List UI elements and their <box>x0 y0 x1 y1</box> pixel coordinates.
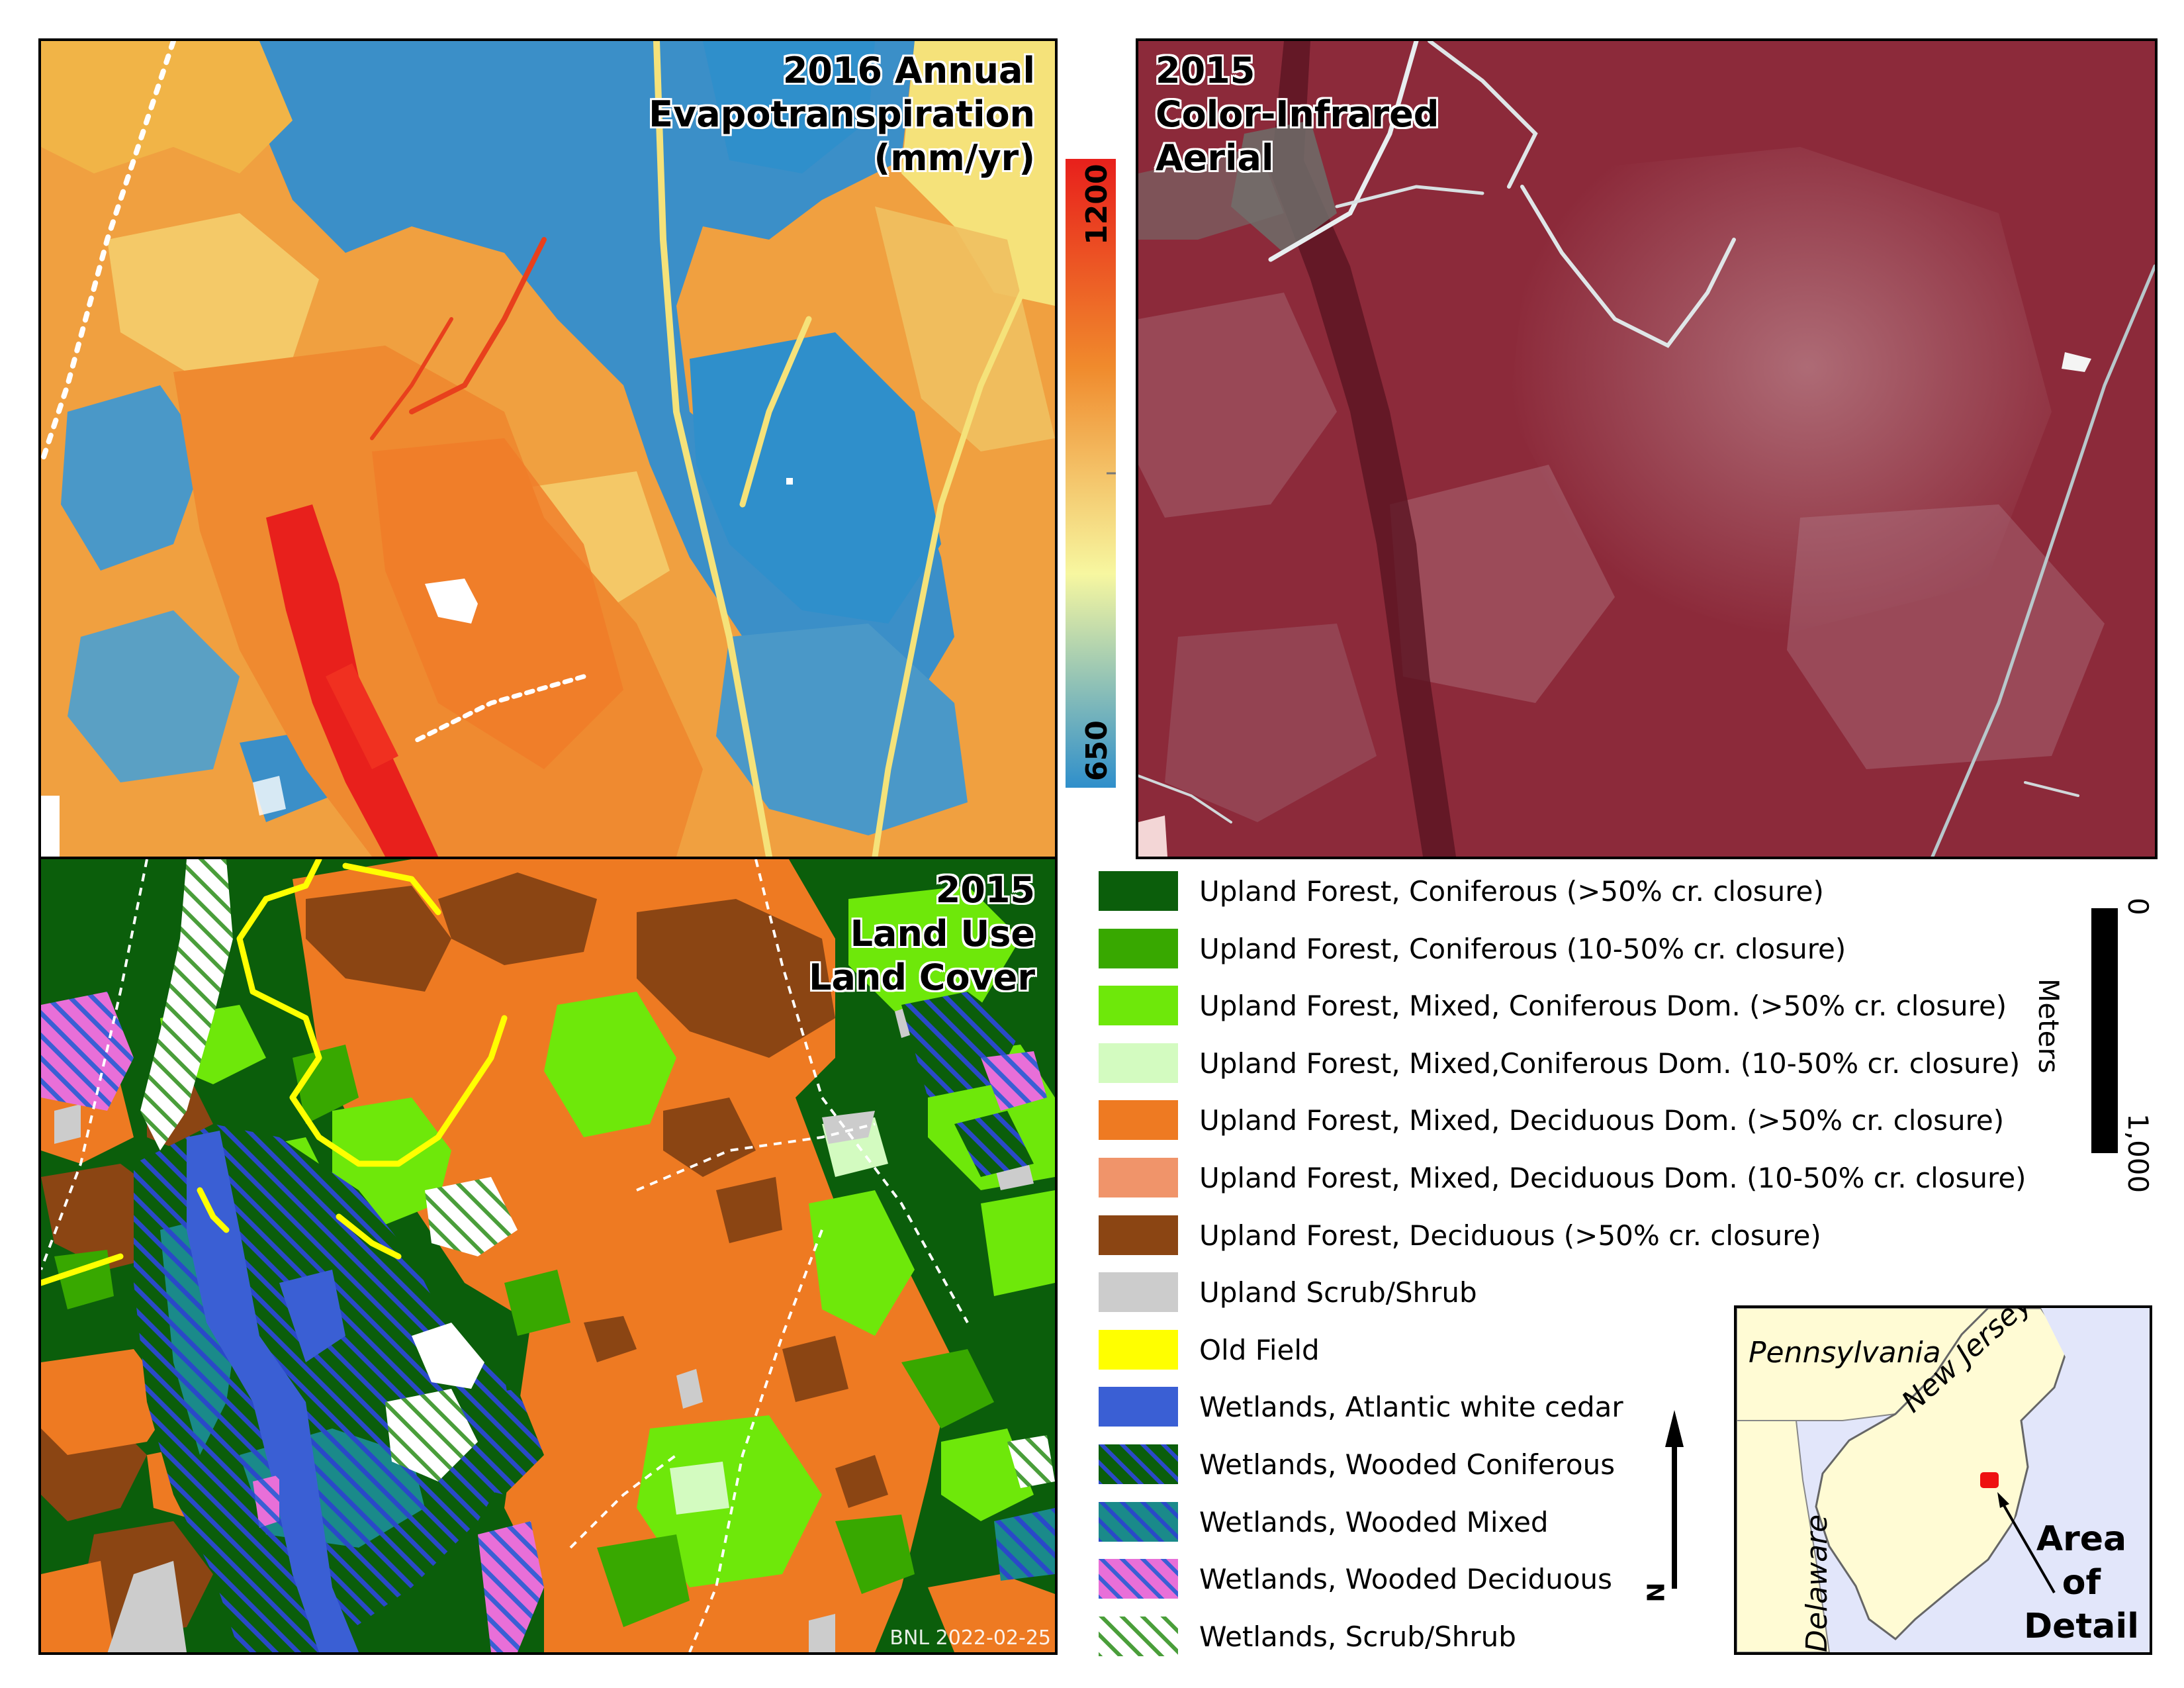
scale-bar-start-label: 0 <box>2122 898 2154 915</box>
et-map-panel: 2016 Annual Evapotranspiration (mm/yr) <box>38 38 1058 859</box>
colorbar-max-label: 1200 <box>1080 164 1114 245</box>
legend-label: Upland Forest, Coniferous (10-50% cr. cl… <box>1199 932 1846 965</box>
inset-callout: Area of Detail <box>2023 1519 2139 1646</box>
map-credit: BNL 2022-02-25 <box>889 1626 1051 1650</box>
legend-swatch <box>1099 928 1178 968</box>
legend-swatch <box>1099 1501 1178 1542</box>
legend-label: Upland Forest, Mixed, Deciduous Dom. (>5… <box>1199 1104 2005 1137</box>
legend-label: Wetlands, Wooded Mixed <box>1199 1505 1549 1538</box>
legend-label: Upland Forest, Deciduous (>50% cr. closu… <box>1199 1219 1821 1252</box>
legend-swatch <box>1099 1272 1178 1313</box>
legend-swatch <box>1099 1616 1178 1656</box>
lulc-panel-title: 2015 Land Use Land Cover <box>809 869 1035 998</box>
legend-label: Old Field <box>1199 1333 1320 1366</box>
inset-label-delaware: Delaware <box>1800 1514 1834 1652</box>
legend-label: Wetlands, Scrub/Shrub <box>1199 1620 1516 1653</box>
legend-label: Upland Forest, Mixed, Deciduous Dom. (10… <box>1199 1162 2026 1194</box>
legend-swatch <box>1099 1329 1178 1370</box>
legend-label: Upland Forest, Mixed, Coniferous Dom. (>… <box>1199 990 2007 1023</box>
lulc-map <box>41 859 1055 1652</box>
legend-label: Wetlands, Atlantic white cedar <box>1199 1391 1623 1424</box>
scale-bar-unit-label: Meters <box>2032 978 2065 1074</box>
legend-swatch <box>1099 1559 1178 1599</box>
north-arrow-label: N <box>1643 1582 1670 1603</box>
legend-swatch <box>1099 1100 1178 1141</box>
inset-label-pennsylvania: Pennsylvania <box>1749 1336 1941 1370</box>
legend-label: Wetlands, Wooded Coniferous <box>1199 1448 1615 1481</box>
scale-bar-end-label: 1,000 <box>2122 1113 2154 1194</box>
cir-panel-title: 2015 Color-Infrared Aerial <box>1156 50 1439 179</box>
inset-map-svg <box>1737 1308 2150 1652</box>
legend-swatch <box>1099 1387 1178 1427</box>
lulc-map-panel: 2015 Land Use Land Cover BNL 2022-02-25 <box>38 857 1058 1655</box>
scale-bar <box>2091 908 2118 1153</box>
legend-swatch <box>1099 1215 1178 1255</box>
cir-aerial-panel: 2015 Color-Infrared Aerial <box>1136 38 2158 859</box>
north-arrow <box>1660 1410 1686 1595</box>
legend-swatch <box>1099 1444 1178 1484</box>
legend-swatch <box>1099 986 1178 1026</box>
legend-label: Wetlands, Wooded Deciduous <box>1199 1563 1613 1596</box>
legend-label: Upland Forest, Coniferous (>50% cr. clos… <box>1199 875 1824 908</box>
legend-label: Upland Scrub/Shrub <box>1199 1276 1477 1309</box>
cir-image <box>1138 41 2155 857</box>
et-raster <box>41 41 1055 857</box>
et-panel-title: 2016 Annual Evapotranspiration (mm/yr) <box>649 50 1035 179</box>
legend-swatch <box>1099 1158 1178 1197</box>
et-colorbar <box>1066 159 1116 788</box>
legend-label: Upland Forest, Mixed,Coniferous Dom. (10… <box>1199 1047 2021 1080</box>
colorbar-min-label: 650 <box>1080 720 1114 781</box>
legend-swatch <box>1099 1043 1178 1083</box>
inset-map: Pennsylvania New Jersey Delaware Area of… <box>1734 1305 2152 1655</box>
north-arrow-icon <box>1665 1410 1684 1589</box>
legend-swatch <box>1099 871 1178 911</box>
